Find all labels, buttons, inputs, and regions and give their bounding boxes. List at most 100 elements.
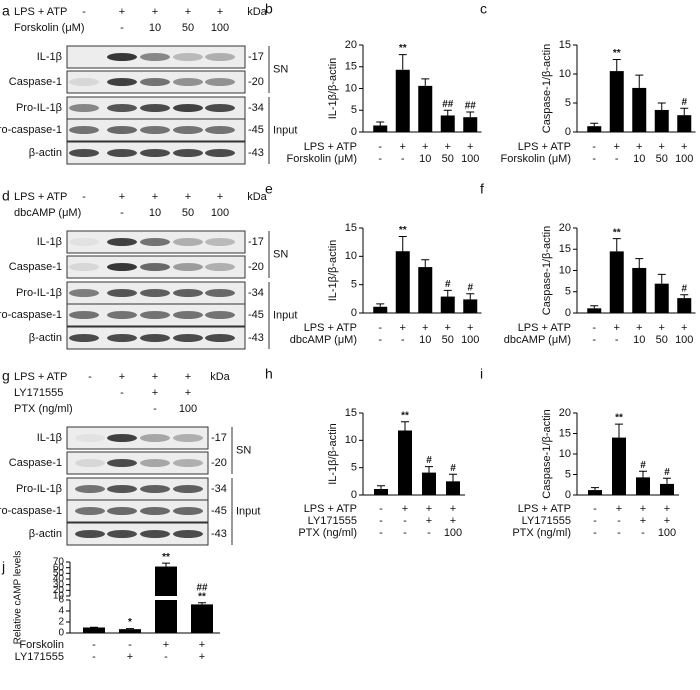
header-cell: - [88,371,92,383]
x-row-label: PTX (ng/ml) [298,527,357,539]
blot-band [107,459,137,467]
bar [463,117,478,132]
bar [587,308,602,313]
x-row-cell: 100 [675,334,693,346]
bar [677,115,692,132]
x-row-cell: - [379,503,383,515]
blot-band [173,289,203,297]
band-label: Caspase-1 [9,457,62,469]
blot-band [173,485,203,493]
y-tick-label: 6 [58,595,64,606]
y-tick-label: 15 [559,39,571,51]
x-row-cell: 50 [442,153,454,165]
significance: ** [613,48,621,59]
significance: ** [399,43,407,54]
kda-label: -34 [248,287,264,299]
blot-band [75,507,105,515]
x-row-cell: 10 [633,334,645,346]
x-row-cell: - [641,527,645,539]
blot-band [107,434,137,442]
blot-band [140,104,170,112]
x-row-label: Forskolin [19,639,64,651]
x-row-cell: + [467,322,473,334]
blot-band [173,104,203,112]
x-row-cell: - [164,651,168,663]
y-axis-label: Caspase-1/β-actin [541,44,553,133]
blot-band [107,485,137,493]
blot-band [107,126,137,134]
x-row-cell: + [659,141,665,153]
error-bar [421,259,430,268]
y-tick-label: 0 [565,489,571,501]
x-row-cell: 10 [419,334,431,346]
blot-band [107,53,137,61]
x-row-cell: + [426,515,432,527]
error-bar [421,78,430,86]
significance: ## [442,99,454,110]
x-row-cell: - [427,527,431,539]
significance: ** [162,552,170,563]
x-row-cell: - [593,527,597,539]
header-cell: - [120,207,124,219]
blot-band [173,434,203,442]
blot-band [173,126,203,134]
y-tick-label: 10 [559,264,571,276]
panel-letter: a [2,3,10,19]
y-tick-label: 10 [345,250,357,262]
x-row-cell: - [617,527,621,539]
x-row-cell: - [593,515,597,527]
x-row-cell: + [400,322,406,334]
kda-label: -34 [248,102,264,114]
x-row-cell: + [450,503,456,515]
y-tick-label: 4 [58,606,64,617]
x-row-cell: 50 [656,334,668,346]
band-label: β-actin [29,528,62,540]
header-cell: 10 [149,207,161,219]
blot-band [205,104,235,112]
error-bar [466,293,475,300]
blot-band [107,530,137,538]
blot-band [140,334,170,342]
significance: # [640,460,646,471]
header-cell: + [119,6,125,18]
bar [374,488,388,495]
band-label: Pro-IL-1β [16,483,62,495]
bar [446,481,460,495]
error-bar [590,305,599,309]
blot-strip [66,499,209,523]
header-cell: 100 [179,403,197,415]
header-cell: + [185,387,191,399]
x-row-cell: - [378,334,382,346]
y-tick-label: 0 [351,126,357,138]
kda-label: -45 [211,505,227,517]
error-bar [612,59,621,72]
band-label: Caspase-1 [9,76,62,88]
header-cell: - [120,22,124,34]
error-bar [466,111,475,118]
y-tick-label: 20 [559,407,571,419]
error-bar [635,74,644,88]
blot-band [140,126,170,134]
significance: ## [465,101,477,112]
header-cell: + [185,6,191,18]
panel-letter: j [1,559,5,575]
x-row-cell: - [615,153,619,165]
blot-band [107,263,137,271]
x-row-cell: + [127,651,133,663]
y-tick-label: 10 [53,591,65,602]
x-row-label: LPS + ATP [518,503,571,515]
blot-band [69,311,99,319]
y-axis-label: Relative cAMP levels [13,551,24,645]
error-bar [162,562,170,567]
significance: * [128,617,132,628]
unit-label: kDa [247,191,267,203]
header-cell: - [82,6,86,18]
error-bar [657,273,666,284]
panel-letter: g [2,368,10,384]
blot-band [107,311,137,319]
error-bar [376,303,385,307]
bar [654,109,669,132]
blot-band [173,149,203,157]
header-cell: + [152,191,158,203]
x-row-cell: + [681,322,687,334]
